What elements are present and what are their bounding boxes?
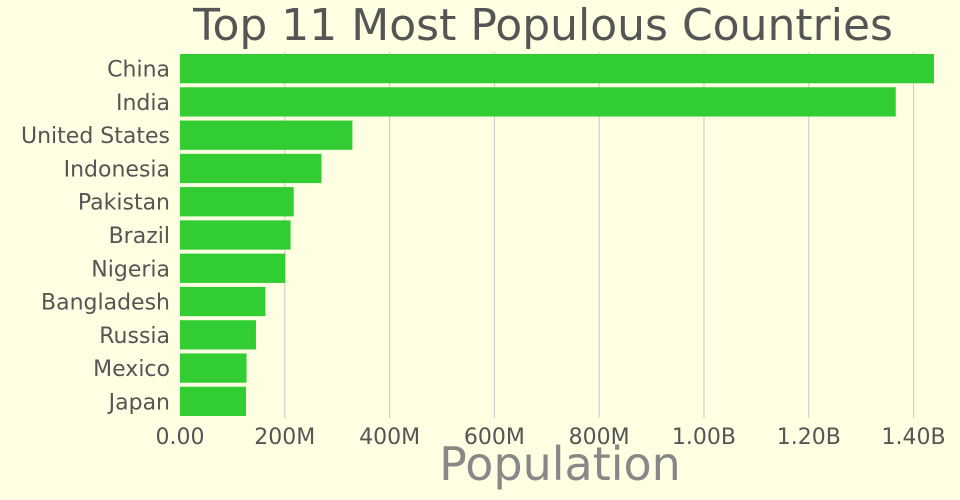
x-tick-labels: 0.00 200M 400M 600M 800M 1.00B 1.20B 1.40B (156, 425, 946, 450)
category-labels: China India United States Indonesia Pakistan… (21, 58, 170, 416)
category-label: Russia (99, 324, 170, 349)
chart-title: Top 11 Most Populous Countries (192, 0, 893, 51)
bar (180, 253, 286, 283)
bar (180, 53, 934, 84)
x-tick-label: 200M (254, 425, 315, 450)
bar (180, 120, 353, 150)
category-label: Bangladesh (41, 291, 170, 316)
bar (180, 353, 247, 383)
x-axis-label: Population (439, 437, 681, 491)
x-tick-label: 600M (464, 425, 525, 450)
x-tick-label: 1.40B (882, 425, 946, 450)
category-label: Brazil (109, 224, 170, 249)
category-label: Pakistan (78, 191, 170, 216)
x-tick-label: 1.20B (777, 425, 841, 450)
bar (180, 220, 291, 250)
bars (180, 53, 934, 417)
category-label: China (107, 58, 170, 83)
bar (180, 320, 256, 350)
category-label: Japan (107, 390, 170, 415)
x-tick-label: 400M (359, 425, 420, 450)
bar (180, 386, 247, 417)
category-label: Nigeria (91, 257, 170, 282)
category-label: Mexico (93, 357, 170, 382)
x-tick-label: 800M (569, 425, 630, 450)
x-tick-label: 0.00 (156, 425, 205, 450)
bar (180, 87, 896, 117)
x-tick-label: 1.00B (672, 425, 736, 450)
category-label: Indonesia (64, 157, 170, 182)
bar (180, 187, 294, 217)
category-label: United States (21, 124, 170, 149)
category-label: India (116, 91, 170, 116)
bar (180, 286, 266, 317)
bar (180, 153, 322, 184)
